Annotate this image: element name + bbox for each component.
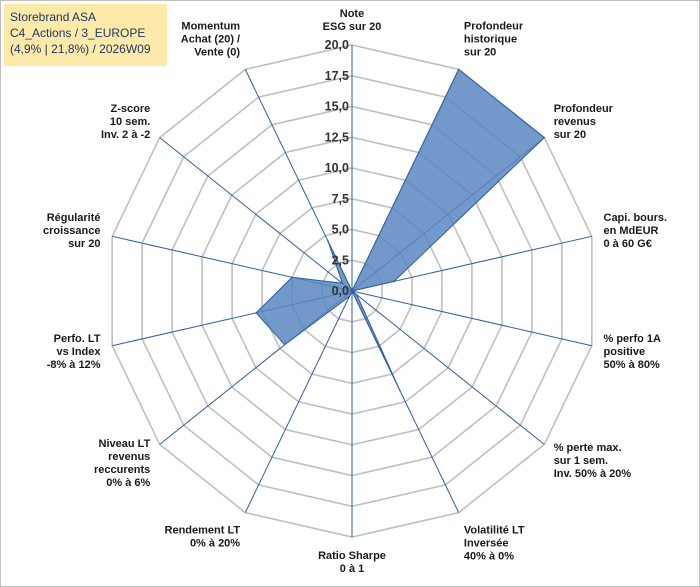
tick-label: 20,0 xyxy=(325,38,349,52)
axis-spoke xyxy=(351,290,545,445)
tick-label: 2,5 xyxy=(332,253,349,267)
info-stats: (4,9% | 21,8%) / 2026W09 xyxy=(10,42,151,56)
data-point xyxy=(351,290,353,292)
axis-spoke xyxy=(159,137,353,292)
tick-label: 10,0 xyxy=(325,161,349,175)
data-point xyxy=(348,295,351,298)
tick-label: 5,0 xyxy=(332,223,349,237)
radar-tick-labels: 0,0 2,5 5,0 7,5 10,0 12,5 15,0 17,5 20,0 xyxy=(325,38,349,298)
axis-spoke xyxy=(351,290,592,347)
axis-label: Momentum Achat (20) / Vente (0) xyxy=(181,21,241,59)
axis-label: Volatilité LT Inversée 40% à 0% xyxy=(464,524,525,562)
info-company: Storebrand ASA xyxy=(10,10,97,24)
data-point xyxy=(393,280,395,283)
tick-label: 7,5 xyxy=(332,192,349,206)
info-box: Storebrand ASA C4_Actions / 3_EUROPE (4,… xyxy=(4,4,167,66)
axis-label: % perte max. sur 1 sem. Inv. 50% à 20% xyxy=(554,442,632,480)
data-point xyxy=(327,240,329,242)
axis-label: Perfo. LT vs Index -8% à 12% xyxy=(47,333,102,371)
info-category: C4_Actions / 3_EUROPE xyxy=(10,26,146,40)
data-point xyxy=(356,294,358,296)
axis-label: Ratio Sharpe 0 à 1 xyxy=(318,550,386,575)
tick-label: 0,0 xyxy=(332,284,349,298)
tick-label: 17,5 xyxy=(325,69,349,83)
axis-label: Niveau LT revenus reccurents 0% à 6% xyxy=(94,438,151,489)
axis-label: Profondeur historique sur 20 xyxy=(464,21,524,59)
axis-label: % perfo 1A positive 50% à 80% xyxy=(604,333,662,371)
axis-label: Capi. bours. en MdEUR 0 à 60 G€ xyxy=(604,212,668,250)
axis-label: Régularité croissance sur 20 xyxy=(43,212,100,250)
radar-series xyxy=(255,68,546,392)
data-point xyxy=(341,282,344,285)
tick-label: 15,0 xyxy=(325,100,349,114)
data-point xyxy=(291,276,293,279)
tick-label: 12,5 xyxy=(325,130,349,144)
data-point xyxy=(399,389,401,392)
data-point xyxy=(283,343,286,346)
data-point xyxy=(457,68,460,71)
data-point xyxy=(543,136,546,139)
radar-axis-labels: Note ESG sur 20 Profondeur historique sur 20… xyxy=(43,8,667,575)
axis-label: Rendement LT 0% à 20% xyxy=(165,524,241,549)
data-point xyxy=(255,312,257,314)
axis-label: Z-score 10 sem. Inv. 2 à -2 xyxy=(101,103,150,141)
axis-label: Note ESG sur 20 xyxy=(323,8,382,33)
axis-spoke xyxy=(244,290,353,513)
axis-label: Profondeur revenus sur 20 xyxy=(554,103,614,141)
